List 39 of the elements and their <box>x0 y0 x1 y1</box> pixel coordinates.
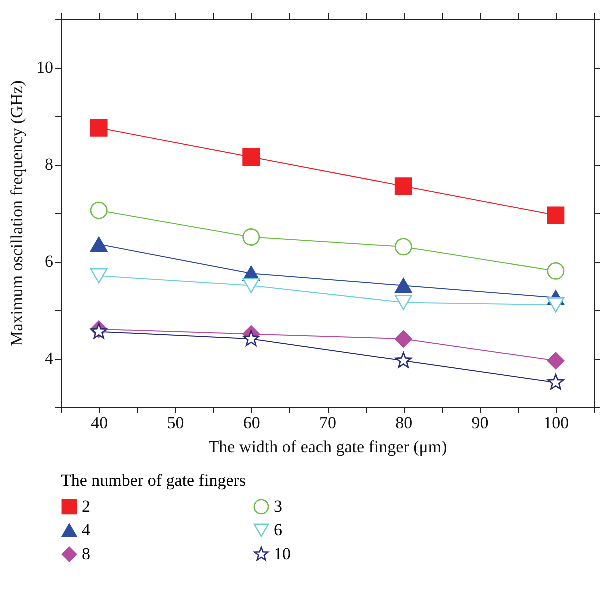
point <box>394 330 412 348</box>
y-tick-label: 6 <box>45 252 54 271</box>
x-tick-label: 80 <box>396 414 413 432</box>
point <box>547 206 565 224</box>
x-axis-title: The width of each gate finger (μm) <box>208 438 448 456</box>
y-tick-label: 10 <box>36 58 54 77</box>
point <box>242 148 260 166</box>
point <box>90 268 108 284</box>
point <box>242 278 260 294</box>
y-tick-label: 4 <box>45 349 54 368</box>
x-tick-label: 100 <box>544 414 570 432</box>
x-tick-label: 40 <box>91 414 108 432</box>
point <box>394 295 412 310</box>
legend-label: 3 <box>274 496 282 516</box>
point <box>548 374 564 390</box>
legend-title: The number of gate fingers <box>61 471 246 490</box>
point <box>547 352 565 370</box>
point <box>394 178 412 196</box>
x-tick-label: 60 <box>243 414 260 432</box>
point <box>394 278 412 294</box>
legend-label: 2 <box>82 496 90 516</box>
legend-label: 10 <box>274 544 291 564</box>
x-tick-label: 50 <box>167 414 184 432</box>
x-tick-label: 90 <box>472 414 489 432</box>
point <box>395 352 412 368</box>
legend-label: 6 <box>274 520 282 540</box>
legend-label: 8 <box>82 544 90 564</box>
point <box>90 202 108 220</box>
point <box>243 330 260 346</box>
point <box>547 298 565 313</box>
point <box>242 228 260 246</box>
legend-label: 4 <box>82 520 91 540</box>
y-tick-label: 8 <box>45 155 54 174</box>
point <box>90 119 108 137</box>
point <box>90 236 108 252</box>
point <box>547 262 565 280</box>
x-tick-label: 70 <box>320 414 336 432</box>
y-axis-title: Maximum oscillation frequency (GHz) <box>8 80 26 346</box>
point <box>394 238 412 256</box>
